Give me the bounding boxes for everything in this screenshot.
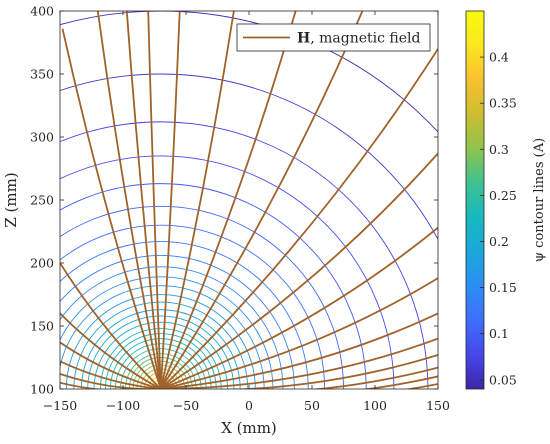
field-line <box>60 373 161 389</box>
psi-contour-line <box>120 348 202 389</box>
field-line <box>160 337 438 389</box>
x-axis-label: X (mm) <box>221 419 277 437</box>
x-tick-label: −100 <box>106 398 140 413</box>
x-axis-ticks: −150 −100 −50 0 50 100 150 <box>43 11 450 413</box>
field-line <box>160 227 438 389</box>
psi-contour-line <box>73 301 249 389</box>
psi-contour-line <box>60 121 429 389</box>
psi-contour-line <box>60 73 438 241</box>
psi-contour-line <box>132 360 189 389</box>
psi-contour-line <box>93 321 229 389</box>
magnetic-field-lines <box>60 11 438 389</box>
psi-contour-line <box>65 294 256 389</box>
psi-contour-line <box>125 353 197 389</box>
field-line <box>159 11 181 389</box>
colorbar-label: ψ contour lines (A) <box>532 138 547 262</box>
field-line <box>96 11 162 389</box>
y-axis-ticks: 100 150 200 250 300 350 400 <box>30 4 438 397</box>
field-line <box>160 11 364 389</box>
y-tick-label: 250 <box>30 193 54 208</box>
psi-contour-line <box>128 357 193 389</box>
field-line <box>60 381 161 389</box>
y-tick-label: 100 <box>30 382 54 397</box>
psi-contour-line <box>60 276 274 389</box>
colorbar-tick-label: 0.15 <box>489 280 517 295</box>
x-tick-label: 50 <box>304 398 320 413</box>
y-tick-label: 150 <box>30 319 54 334</box>
field-line <box>160 152 438 389</box>
x-tick-label: 0 <box>245 398 253 413</box>
psi-contour-line <box>60 183 367 389</box>
field-line <box>159 11 297 389</box>
y-tick-label: 350 <box>30 67 54 82</box>
field-line <box>125 11 162 389</box>
colorbar-tick-label: 0.3 <box>489 142 509 157</box>
colorbar-ticks: 0.05 0.1 0.15 0.2 0.25 0.3 0.35 0.4 <box>480 50 517 387</box>
psi-contour-line <box>104 333 217 389</box>
plot-background <box>60 11 438 389</box>
field-line <box>160 312 438 389</box>
field-line <box>160 375 438 389</box>
psi-contour-line <box>60 224 326 389</box>
field-line <box>160 354 438 389</box>
x-tick-label: 150 <box>426 398 450 413</box>
colorbar-tick-label: 0.05 <box>489 372 517 387</box>
psi-contour-line <box>60 254 295 389</box>
colorbar-tick-label: 0.1 <box>489 326 509 341</box>
psi-contour-line <box>80 309 241 389</box>
x-tick-label: −150 <box>43 398 77 413</box>
psi-contour-lines <box>60 11 438 389</box>
psi-contour-line <box>60 205 344 389</box>
colorbar-tick-label: 0.25 <box>489 188 517 203</box>
field-line <box>159 11 235 389</box>
colorbar-tick-label: 0.35 <box>489 96 517 111</box>
x-tick-label: −50 <box>173 398 199 413</box>
legend-label-bold: H <box>297 31 310 47</box>
field-line <box>147 11 162 389</box>
y-axis-label: Z (mm) <box>2 172 20 227</box>
psi-contour-line <box>60 266 284 389</box>
x-tick-label: 100 <box>363 398 387 413</box>
field-line <box>60 262 162 389</box>
colorbar-tick-label: 0.2 <box>489 234 509 249</box>
field-line <box>160 48 438 389</box>
field-line <box>60 360 161 389</box>
psi-contour-line <box>114 343 207 389</box>
y-tick-label: 300 <box>30 130 54 145</box>
field-line <box>160 366 438 389</box>
field-line <box>61 28 162 389</box>
legend: H, magnetic field <box>236 23 431 52</box>
field-line <box>160 277 438 389</box>
psi-contour-line <box>87 315 235 389</box>
y-tick-label: 400 <box>30 4 54 19</box>
psi-contour-line <box>60 285 265 389</box>
legend-label-text: , magnetic field <box>310 31 420 47</box>
colorbar: 0.05 0.1 0.15 0.2 0.25 0.3 0.35 0.4 ψ contour l… <box>465 10 547 390</box>
field-line <box>60 312 162 389</box>
psi-contour-line <box>99 328 222 389</box>
colorbar-tick-label: 0.4 <box>489 50 509 65</box>
legend-label: H, magnetic field <box>297 31 421 47</box>
psi-contour-line <box>60 241 309 389</box>
y-tick-label: 200 <box>30 256 54 271</box>
psi-contour-line <box>109 338 212 389</box>
colorbar-gradient <box>465 10 485 390</box>
field-line <box>60 341 162 389</box>
